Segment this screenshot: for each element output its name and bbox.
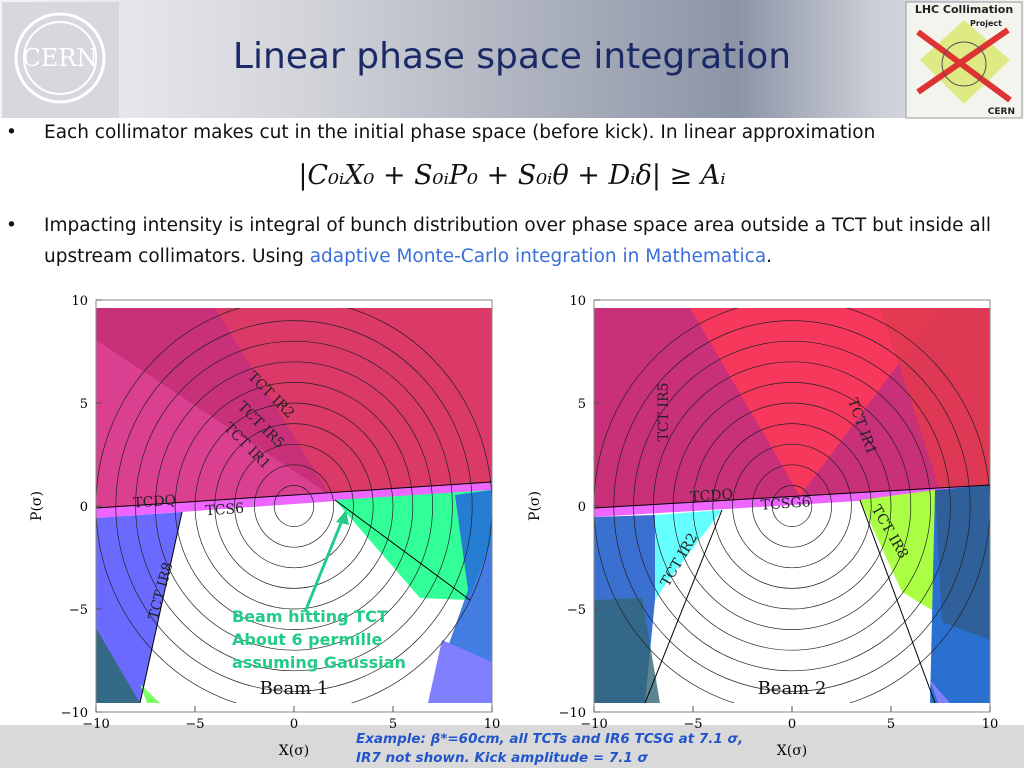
bullet: Impacting intensity is integral of bunch… bbox=[6, 210, 1014, 272]
region bbox=[655, 510, 722, 600]
ring bbox=[653, 361, 931, 651]
y-axis-label: P(σ) bbox=[29, 491, 45, 521]
x-tick-label: 5 bbox=[887, 717, 895, 732]
x-tick-label: −10 bbox=[580, 717, 607, 732]
cut-line bbox=[594, 484, 990, 509]
beam-label: Beam 2 bbox=[758, 678, 827, 699]
ring bbox=[672, 382, 912, 630]
region bbox=[930, 680, 950, 703]
header-band bbox=[0, 0, 1024, 118]
annotation-arrow bbox=[303, 517, 345, 613]
footer-band bbox=[0, 725, 1024, 768]
ring bbox=[234, 443, 354, 569]
ring bbox=[771, 485, 813, 527]
logo-text: LHC Collimation bbox=[915, 3, 1013, 16]
logo-shape bbox=[916, 27, 1010, 95]
plot-regions bbox=[96, 308, 492, 703]
region bbox=[96, 512, 182, 703]
region bbox=[860, 490, 935, 612]
region bbox=[96, 340, 330, 508]
x-tick-label: 10 bbox=[484, 717, 501, 732]
collimator-label: TCSG6 bbox=[760, 494, 811, 513]
footer-note: IR7 not shown. Kick amplitude = 7.1 σ bbox=[356, 750, 648, 766]
logo-ring bbox=[23, 21, 97, 95]
bullet-text: . bbox=[766, 246, 773, 267]
ring bbox=[194, 402, 394, 610]
y-tick-label: 0 bbox=[578, 500, 586, 515]
bullet-text: Impacting intensity is integral of bunch… bbox=[44, 215, 992, 267]
ring bbox=[273, 485, 315, 527]
footer-note: Example: β*=60cm, all TCTs and IR6 TCSG … bbox=[356, 731, 743, 747]
beam-label: Beam 1 bbox=[260, 678, 329, 699]
collimator-label: TCS6 bbox=[205, 501, 245, 520]
bullet: Each collimator makes cut in the initial… bbox=[6, 117, 1014, 148]
region bbox=[428, 490, 492, 703]
x-tick-label: 0 bbox=[290, 717, 298, 732]
y-tick-label: 10 bbox=[71, 294, 88, 309]
y-tick-label: 0 bbox=[80, 500, 88, 515]
region bbox=[96, 628, 140, 703]
collimator-label: TCT IR5 bbox=[656, 383, 672, 442]
region bbox=[335, 490, 492, 600]
logo-ring bbox=[14, 12, 106, 104]
y-axis-label: P(σ) bbox=[527, 491, 543, 521]
y-tick-label: 5 bbox=[578, 397, 586, 412]
logo-shape bbox=[941, 41, 987, 87]
y-tick-label: 5 bbox=[80, 397, 88, 412]
collimator-label: TCDQ bbox=[690, 487, 734, 506]
plot-regions bbox=[594, 308, 990, 703]
ring bbox=[254, 464, 334, 548]
y-tick-label: −10 bbox=[61, 706, 88, 721]
ring bbox=[732, 443, 852, 569]
logo-text: Project bbox=[970, 19, 1002, 28]
x-tick-label: −10 bbox=[82, 717, 109, 732]
x-tick-label: 0 bbox=[788, 717, 796, 732]
cut-line bbox=[96, 481, 492, 509]
y-tick-label: −5 bbox=[567, 603, 586, 618]
region bbox=[140, 684, 160, 703]
logo-text: CERN bbox=[23, 44, 98, 72]
ring bbox=[174, 382, 414, 630]
ring bbox=[115, 320, 473, 692]
x-tick-label: −5 bbox=[683, 717, 702, 732]
cut-line bbox=[644, 509, 723, 703]
x-axis-label: X(σ) bbox=[279, 743, 309, 759]
x-tick-label: 5 bbox=[389, 717, 397, 732]
ring bbox=[135, 340, 453, 672]
region bbox=[880, 308, 990, 490]
x-tick-label: 10 bbox=[982, 717, 999, 732]
y-tick-label: −5 bbox=[69, 603, 88, 618]
region bbox=[215, 308, 492, 495]
y-tick-label: −10 bbox=[559, 706, 586, 721]
arrow-head bbox=[336, 510, 349, 525]
cut-line bbox=[859, 499, 936, 703]
collimator-label: TCDQ bbox=[133, 493, 177, 512]
y-tick-label: 10 bbox=[569, 294, 586, 309]
region bbox=[935, 485, 990, 640]
region bbox=[428, 640, 492, 703]
logo-text: CERN bbox=[988, 107, 1015, 117]
ring bbox=[613, 320, 971, 692]
cut-line bbox=[139, 511, 183, 703]
annotation: Beam hitting TCT bbox=[232, 607, 388, 626]
x-axis-label: X(σ) bbox=[777, 743, 807, 759]
logo-shape bbox=[916, 29, 1012, 103]
annotation: assuming Gaussian bbox=[232, 653, 406, 672]
link[interactable]: adaptive Monte-Carlo integration in Math… bbox=[309, 246, 767, 267]
region bbox=[594, 598, 660, 703]
slide-title: Linear phase space integration bbox=[232, 36, 792, 77]
annotation: About 6 permille bbox=[232, 630, 382, 649]
ring bbox=[692, 402, 892, 610]
formula: |C₀ᵢX₀ + S₀ᵢP₀ + S₀ᵢθ + Dᵢδ| ≥ Aᵢ bbox=[298, 160, 726, 191]
ring bbox=[214, 423, 374, 589]
ring bbox=[155, 361, 433, 651]
ring bbox=[752, 464, 832, 548]
ring bbox=[712, 423, 872, 589]
x-tick-label: −5 bbox=[185, 717, 204, 732]
region bbox=[690, 308, 940, 496]
cut-line bbox=[334, 499, 471, 601]
